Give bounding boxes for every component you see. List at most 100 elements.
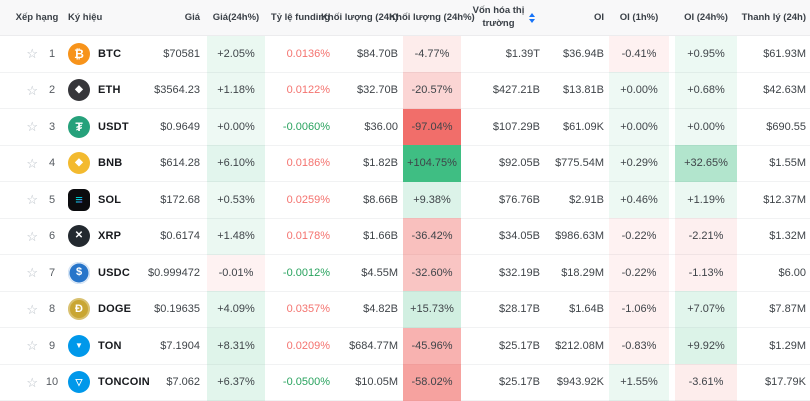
price-cell: $614.28 [160,157,200,170]
rank-cell: 3 [48,120,56,133]
price-cell: $70581 [163,47,200,60]
star-icon: ☆ [26,46,38,62]
oi-change-24h-cell: -2.21% [675,218,737,255]
rank-cell: 4 [48,157,56,170]
rank-cell: 10 [45,376,59,389]
symbol-label: TONCOIN [98,376,150,389]
col-header-chg24[interactable]: Giá(24h%) [212,12,260,23]
oi-cell: $943.92K [556,376,604,389]
sort-icon[interactable] [528,12,535,23]
col-header-price[interactable]: Giá [184,12,200,23]
liquidation-24h-cell: $1.32M [769,230,806,243]
oi-cell: $36.94B [563,47,604,60]
price-cell: $0.999472 [148,266,200,279]
marketcap-cell: $25.17B [499,376,540,389]
ton-icon: ▼ [68,334,90,357]
table-header: Xếp hạng Ký hiệu Giá Giá(24h%) Tỷ lệ fun… [0,0,810,36]
sort-up-icon [528,12,535,17]
liquidation-24h-cell: $690.55 [766,120,806,133]
price-change-24h-cell: +1.18% [207,72,265,109]
volume-24h-cell: $1.66B [363,230,398,243]
volume-change-24h-cell: -45.96% [403,327,461,364]
volume-24h-cell: $10.05M [355,376,398,389]
symbol-label: BTC [98,47,122,60]
symbol-cell[interactable]: Đ DOGE [64,292,160,328]
symbol-cell[interactable]: ◆ ETH [64,73,160,109]
price-cell: $7.062 [166,376,200,389]
col-header-volume-pct[interactable]: Khối lượng (24h%) [389,12,475,23]
volume-24h-cell: $8.66B [363,193,398,206]
col-header-funding[interactable]: Tỷ lệ funding [270,12,330,23]
star-icon: ☆ [26,119,38,135]
eth-icon: ◆ [68,79,90,102]
marketcap-cell: $92.05B [499,157,540,170]
oi-change-24h-cell: +0.68% [675,72,737,109]
table-row: ☆ 5 ≡ SOL $172.68 +0.53% 0.0259% $8.66B … [0,181,810,219]
rank-cell: 9 [48,339,56,352]
oi-change-24h-cell: +9.92% [675,327,737,364]
symbol-cell[interactable]: $ USDC [64,255,160,291]
oi-change-1h-cell: +0.29% [609,145,669,182]
price-cell: $0.6174 [160,230,200,243]
col-header-volume[interactable]: Khối lượng (24h) [321,12,398,23]
symbol-cell[interactable]: ≡ SOL [64,182,160,218]
usdt-icon: ₮ [68,115,90,138]
table-row: ☆ 7 $ USDC $0.999472 -0.01% -0.0012% $4.… [0,254,810,292]
symbol-cell[interactable]: ₮ USDT [64,109,160,145]
liquidation-24h-cell: $42.63M [763,84,806,97]
marketcap-label: Vốn hóa thị trường [472,5,525,29]
favorite-star-button[interactable]: ☆ [0,73,40,109]
symbol-cell[interactable]: ₿ BTC [64,36,160,72]
symbol-cell[interactable]: ◆ BNB [64,146,160,182]
btc-icon: ₿ [68,42,90,65]
star-icon: ☆ [26,82,38,98]
symbol-label: SOL [98,193,122,206]
favorite-star-button[interactable]: ☆ [0,292,40,328]
symbol-cell[interactable]: ▽ TONCOIN [64,365,160,401]
col-header-oi[interactable]: OI [593,12,604,23]
oi-cell: $1.64B [569,303,604,316]
liquidation-24h-cell: $12.37M [763,193,806,206]
star-icon: ☆ [26,155,38,171]
volume-24h-cell: $1.82B [363,157,398,170]
price-change-24h-cell: +0.00% [207,108,265,145]
volume-change-24h-cell: -32.60% [403,254,461,291]
marketcap-cell: $25.17B [499,339,540,352]
favorite-star-button[interactable]: ☆ [0,182,40,218]
favorite-star-button[interactable]: ☆ [0,146,40,182]
marketcap-cell: $28.17B [499,303,540,316]
col-header-liquidation[interactable]: Thanh lý (24h) [741,12,806,23]
marketcap-cell: $32.19B [499,266,540,279]
symbol-label: TON [98,339,122,352]
favorite-star-button[interactable]: ☆ [0,328,40,364]
col-header-oi-1h[interactable]: OI (1h%) [619,12,659,23]
symbol-label: ETH [98,84,121,97]
volume-24h-cell: $684.77M [349,339,398,352]
rank-cell: 6 [48,230,56,243]
price-cell: $0.9649 [160,120,200,133]
symbol-label: USDC [98,266,130,279]
col-header-symbol[interactable]: Ký hiệu [68,12,103,23]
favorite-star-button[interactable]: ☆ [0,109,40,145]
volume-change-24h-cell: -97.04% [403,108,461,145]
symbol-cell[interactable]: ✕ XRP [64,219,160,255]
col-header-rank[interactable]: Xếp hạng [15,12,59,23]
doge-icon: Đ [68,298,90,321]
symbol-cell[interactable]: ▼ TON [64,328,160,364]
favorite-star-button[interactable]: ☆ [0,255,40,291]
col-header-oi-24h[interactable]: OI (24h%) [684,12,728,23]
price-change-24h-cell: +2.05% [207,35,265,72]
table-row: ☆ 3 ₮ USDT $0.9649 +0.00% -0.0060% $36.0… [0,108,810,146]
rank-cell: 8 [48,303,56,316]
star-icon: ☆ [26,374,38,390]
table-row: ☆ 8 Đ DOGE $0.19635 +4.09% 0.0357% $4.82… [0,291,810,328]
oi-change-1h-cell: -1.06% [609,291,669,328]
oi-change-24h-cell: +1.19% [675,181,737,218]
favorite-star-button[interactable]: ☆ [0,365,40,401]
favorite-star-button[interactable]: ☆ [0,219,40,255]
col-header-marketcap[interactable]: Vốn hóa thị trường [464,5,542,30]
favorite-star-button[interactable]: ☆ [0,36,40,72]
volume-24h-cell: $32.70B [357,84,398,97]
symbol-label: XRP [98,230,122,243]
